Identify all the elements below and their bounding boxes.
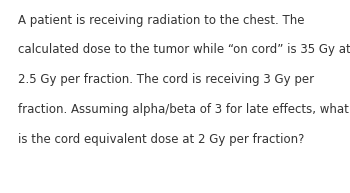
Text: is the cord equivalent dose at 2 Gy per fraction?: is the cord equivalent dose at 2 Gy per … bbox=[18, 133, 304, 146]
Text: 2.5 Gy per fraction. The cord is receiving 3 Gy per: 2.5 Gy per fraction. The cord is receivi… bbox=[18, 73, 314, 86]
Text: A patient is receiving radiation to the chest. The: A patient is receiving radiation to the … bbox=[18, 14, 304, 26]
Text: fraction. Assuming alpha/beta of 3 for late effects, what: fraction. Assuming alpha/beta of 3 for l… bbox=[18, 103, 348, 116]
Text: calculated dose to the tumor while “on cord” is 35 Gy at: calculated dose to the tumor while “on c… bbox=[18, 43, 350, 56]
